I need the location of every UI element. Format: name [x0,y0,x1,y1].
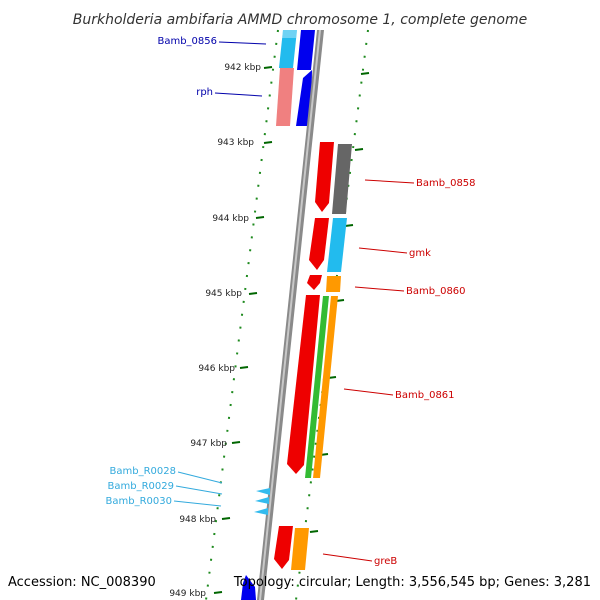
gene-arrow-gmk[interactable] [309,218,329,270]
rna-bamb-r0029[interactable] [255,497,269,504]
gene-label-bamb-0858[interactable]: Bamb_0858 [416,178,476,189]
accession-text: Accession: NC_008390 [8,575,156,590]
ruler-label-946: 946 kbp [198,364,235,374]
gene-label-bamb-r0028[interactable]: Bamb_R0028 [110,466,176,477]
reverse-strand-cds [241,30,315,600]
gene-arrow-bamb-0858[interactable] [315,142,334,212]
cog-box-bamb-0858 [332,144,352,214]
cog-box-rph [276,68,294,126]
ruler-label-949: 949 kbp [169,589,206,599]
gene-label-bamb-0856[interactable]: Bamb_0856 [157,36,217,47]
ruler-label-947: 947 kbp [190,439,227,449]
gene-arrow-bamb-0856[interactable] [297,30,315,70]
gene-arrow-bamb-0860[interactable] [307,275,322,290]
gene-label-bamb-r0029[interactable]: Bamb_R0029 [108,481,174,492]
cog-box-bamb-0861-orange [313,296,338,478]
topology-text: Topology: circular; Length: 3,556,545 bp… [233,575,591,590]
rna-features [254,488,270,515]
gene-arrow-rph[interactable] [296,70,312,126]
cog-box-greb [291,528,309,570]
ruler-label-944: 944 kbp [212,214,249,224]
cog-box-bamb-0860 [326,276,341,292]
reverse-strand-cog [276,30,297,126]
cog-box-bamb-0856 [279,30,297,68]
gene-arrow-next[interactable] [241,575,256,600]
cog-box-bamb-0861-green [305,296,329,478]
gene-label-bamb-r0030[interactable]: Bamb_R0030 [106,496,172,507]
ruler-label-942: 942 kbp [224,63,261,73]
gene-label-gmk[interactable]: gmk [409,248,431,259]
cog-box-gmk [327,218,347,272]
gene-label-bamb-0860[interactable]: Bamb_0860 [406,286,466,297]
forward-strand-cog [291,144,352,570]
ruler-ticks [213,66,370,594]
gene-label-bamb-0861[interactable]: Bamb_0861 [395,390,455,401]
ruler-labels: 942 kbp 943 kbp 944 kbp 945 kbp 946 kbp … [169,63,261,599]
gene-arrow-bamb-0861[interactable] [287,295,320,474]
ruler-label-943: 943 kbp [217,138,254,148]
gene-labels: Bamb_0856 rph Bamb_0858 gmk Bamb_0860 Ba… [106,36,476,567]
label-leader-lines [173,41,415,562]
genome-backbone [257,30,324,600]
gene-label-rph[interactable]: rph [196,87,213,98]
gene-label-greb[interactable]: greB [374,556,397,567]
map-title: Burkholderia ambifaria AMMD chromosome 1… [73,12,527,28]
rna-bamb-r0028[interactable] [256,488,270,495]
ruler-label-945: 945 kbp [205,289,242,299]
rna-bamb-r0030[interactable] [254,508,268,515]
gene-arrow-greb[interactable] [274,526,293,569]
forward-strand-cds [274,142,334,569]
ruler-label-948: 948 kbp [179,515,216,525]
